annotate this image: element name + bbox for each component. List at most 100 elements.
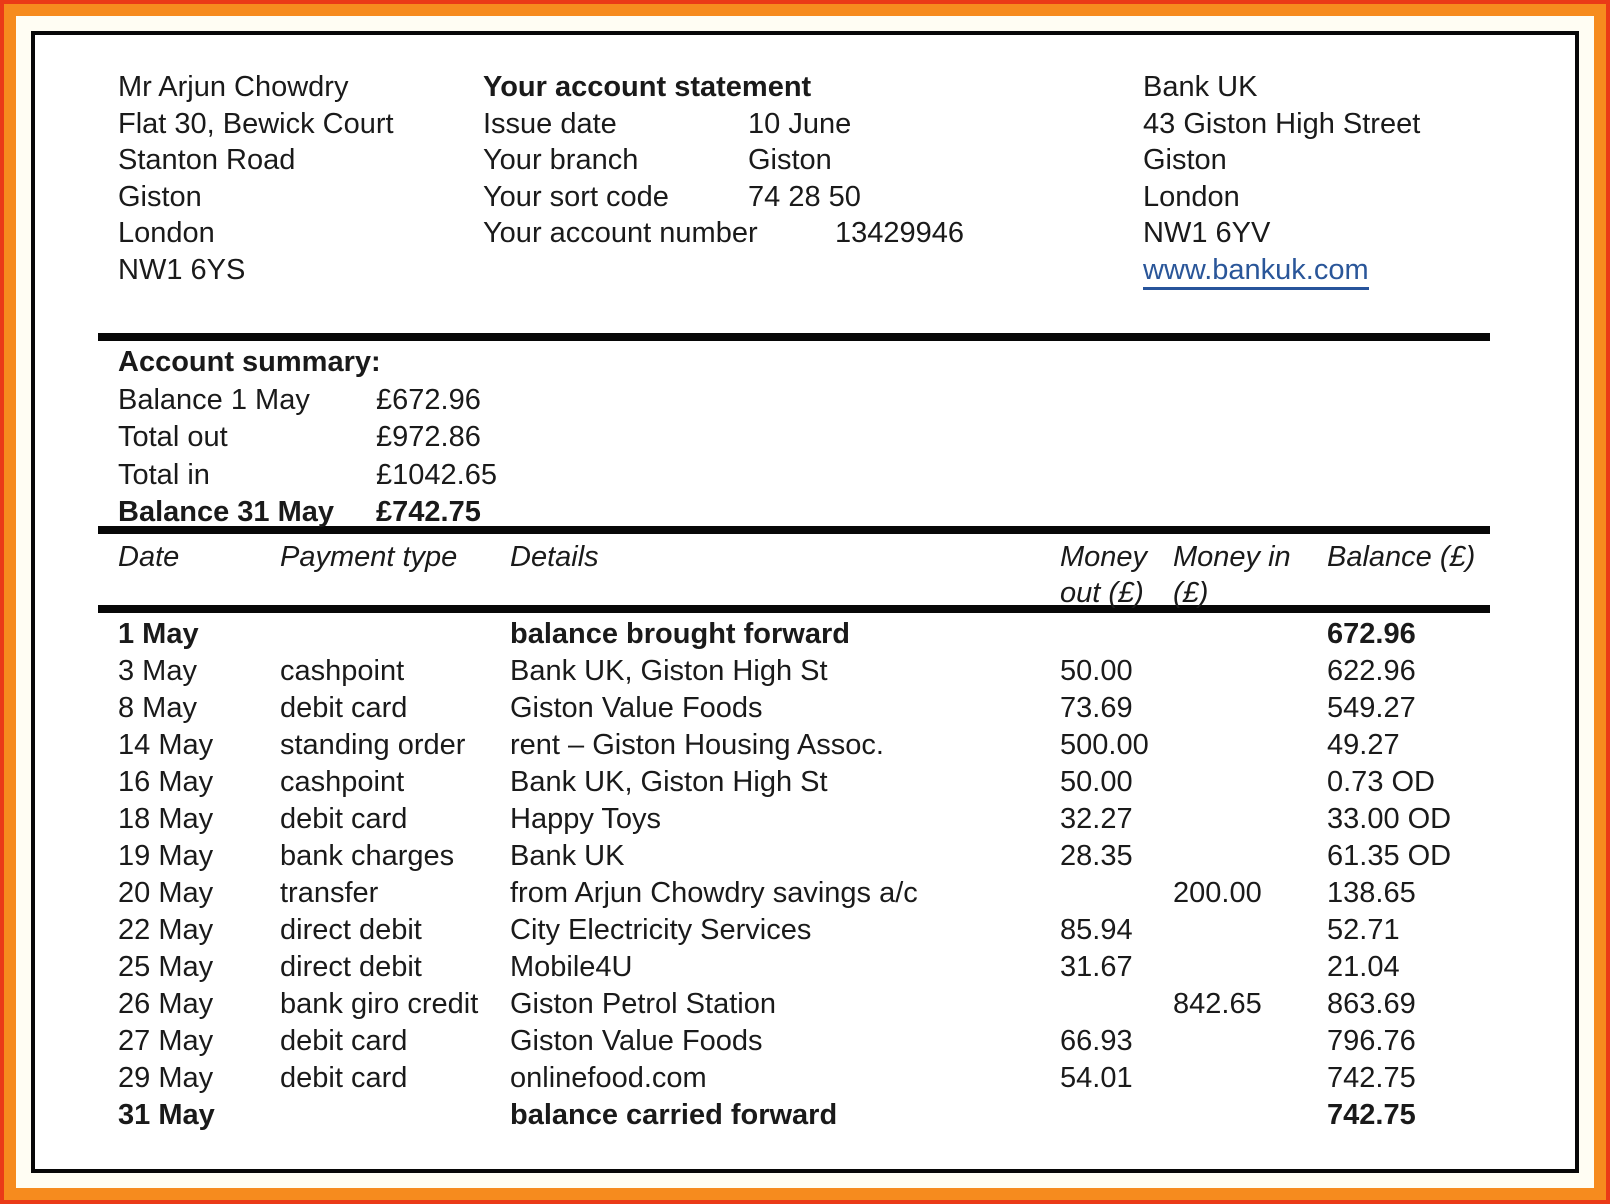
transaction-money-out	[1060, 986, 1173, 1023]
transaction-money-out: 31.67	[1060, 951, 1133, 983]
transaction-row: 31 May balance carried forward 742.75	[118, 1097, 1492, 1134]
transactions-column-header: Date	[118, 541, 180, 573]
transaction-row: 19 May bank charges Bank UK 28.35 61.35 …	[118, 838, 1492, 875]
transaction-payment-type: transfer	[280, 877, 379, 909]
statement-info-row: Your branch Giston	[483, 142, 964, 179]
transaction-balance: 672.96	[1327, 618, 1416, 650]
transaction-details: balance brought forward	[510, 618, 850, 650]
transaction-date: 14 May	[118, 729, 214, 761]
transaction-money-out	[1060, 1097, 1173, 1134]
transaction-payment-type: bank charges	[280, 840, 455, 872]
transaction-row: 20 May transfer from Arjun Chowdry savin…	[118, 875, 1492, 912]
transaction-money-in: 200.00	[1173, 877, 1262, 909]
transaction-money-in	[1173, 838, 1327, 875]
transaction-payment-type: bank giro credit	[280, 988, 479, 1020]
transaction-payment-type: standing order	[280, 729, 466, 761]
transaction-payment-type: direct debit	[280, 914, 422, 946]
transaction-date: 16 May	[118, 766, 214, 798]
transaction-money-in	[1173, 1097, 1327, 1134]
transaction-money-in	[1173, 1060, 1327, 1097]
statement-info-label: Your account number	[483, 217, 758, 249]
transactions-column-header: Payment type	[280, 541, 458, 573]
bank-address-block: Bank UK 43 Giston High Street Giston Lon…	[1143, 69, 1420, 290]
transaction-payment-type: cashpoint	[280, 766, 405, 798]
transaction-row: 29 May debit card onlinefood.com 54.01 7…	[118, 1060, 1492, 1097]
transaction-date: 19 May	[118, 840, 214, 872]
transaction-payment-type: debit card	[280, 803, 408, 835]
statement-info-label: Your sort code	[483, 180, 669, 213]
transaction-balance: 49.27	[1327, 729, 1400, 761]
transaction-balance: 863.69	[1327, 988, 1416, 1020]
transaction-balance: 21.04	[1327, 951, 1400, 983]
transaction-balance: 796.76	[1327, 1025, 1416, 1057]
transaction-payment-type: debit card	[280, 692, 408, 724]
transaction-money-out: 66.93	[1060, 1025, 1133, 1057]
transaction-date: 26 May	[118, 988, 214, 1020]
bank-website-link[interactable]: www.bankuk.com	[1143, 254, 1369, 290]
transaction-details: City Electricity Services	[510, 914, 812, 946]
transaction-row: 14 May standing order rent – Giston Hous…	[118, 727, 1492, 764]
orange-border: Mr Arjun Chowdry Flat 30, Bewick Court S…	[4, 4, 1606, 1200]
transaction-details: onlinefood.com	[510, 1062, 707, 1094]
statement-info-value: 74 28 50	[748, 180, 861, 213]
transaction-row: 26 May bank giro credit Giston Petrol St…	[118, 986, 1492, 1023]
recipient-address-line: NW1 6YS	[118, 253, 246, 286]
transactions-header-row: Date Payment type Details Money out (£) …	[118, 539, 1492, 611]
account-summary-value: £672.96	[376, 383, 481, 416]
transaction-balance: 0.73 OD	[1327, 766, 1435, 798]
transaction-balance: 742.75	[1327, 1062, 1416, 1094]
transactions-column-header: Details	[510, 541, 599, 573]
transaction-date: 25 May	[118, 951, 214, 983]
transaction-money-in	[1173, 727, 1327, 764]
account-summary-rows: Balance 1 May £672.96 Total out £972.86 …	[118, 382, 497, 532]
transaction-details: rent – Giston Housing Assoc.	[510, 729, 884, 761]
transaction-details: Giston Petrol Station	[510, 988, 776, 1020]
transaction-money-out: 50.00	[1060, 655, 1133, 687]
transaction-money-out: 32.27	[1060, 803, 1133, 835]
transaction-date: 8 May	[118, 692, 197, 724]
transaction-balance: 549.27	[1327, 692, 1416, 724]
bank-address-line: 43 Giston High Street	[1143, 107, 1421, 140]
page-content: Mr Arjun Chowdry Flat 30, Bewick Court S…	[31, 31, 1579, 1173]
bank-name: Bank UK	[1143, 71, 1258, 103]
statement-info-row: Your account number 13429946	[483, 215, 964, 252]
bank-address-line: London	[1143, 180, 1240, 213]
transaction-money-out	[1060, 616, 1173, 653]
statement-info-value: Giston	[748, 144, 832, 176]
transaction-money-out: 28.35	[1060, 840, 1133, 872]
transaction-details: Happy Toys	[510, 803, 661, 835]
transaction-details: from Arjun Chowdry savings a/c	[510, 877, 918, 909]
bank-address-line: NW1 6YV	[1143, 217, 1271, 249]
transaction-date: 27 May	[118, 1025, 214, 1057]
transaction-row: 3 May cashpoint Bank UK, Giston High St …	[118, 653, 1492, 690]
account-summary-row: Balance 1 May £672.96	[118, 382, 497, 420]
recipient-address: Mr Arjun Chowdry Flat 30, Bewick Court S…	[118, 69, 394, 288]
transaction-details: Giston Value Foods	[510, 1025, 763, 1057]
account-summary-heading: Account summary:	[118, 346, 381, 378]
transaction-row: 22 May direct debit City Electricity Ser…	[118, 912, 1492, 949]
bank-address-line: Giston	[1143, 144, 1227, 176]
statement-info-row: Your sort code 74 28 50	[483, 179, 964, 216]
transaction-details: balance carried forward	[510, 1099, 838, 1131]
transaction-balance: 742.75	[1327, 1099, 1416, 1131]
transactions-column-header: Money in (£)	[1173, 541, 1291, 609]
transaction-row: 27 May debit card Giston Value Foods 66.…	[118, 1023, 1492, 1060]
transaction-details: Bank UK	[510, 840, 625, 872]
transaction-money-in	[1173, 949, 1327, 986]
transaction-payment-type: cashpoint	[280, 655, 405, 687]
statement-info-label: Your branch	[483, 144, 639, 176]
transaction-date: 31 May	[118, 1099, 215, 1131]
transaction-payment-type: debit card	[280, 1062, 408, 1094]
transactions-column-header: Balance (£)	[1327, 541, 1476, 573]
transaction-money-in: 842.65	[1173, 988, 1262, 1020]
recipient-address-line: Mr Arjun Chowdry	[118, 71, 349, 103]
transaction-money-out: 50.00	[1060, 766, 1133, 798]
transaction-date: 29 May	[118, 1062, 214, 1094]
transaction-details: Bank UK, Giston High St	[510, 766, 828, 798]
account-summary-row: Total in £1042.65	[118, 457, 497, 495]
statement-info-value: 13429946	[835, 217, 965, 249]
transaction-date: 20 May	[118, 877, 214, 909]
statement-info-rows: Issue date 10 June Your branch Giston Yo…	[483, 106, 964, 252]
transaction-money-out	[1060, 875, 1173, 912]
